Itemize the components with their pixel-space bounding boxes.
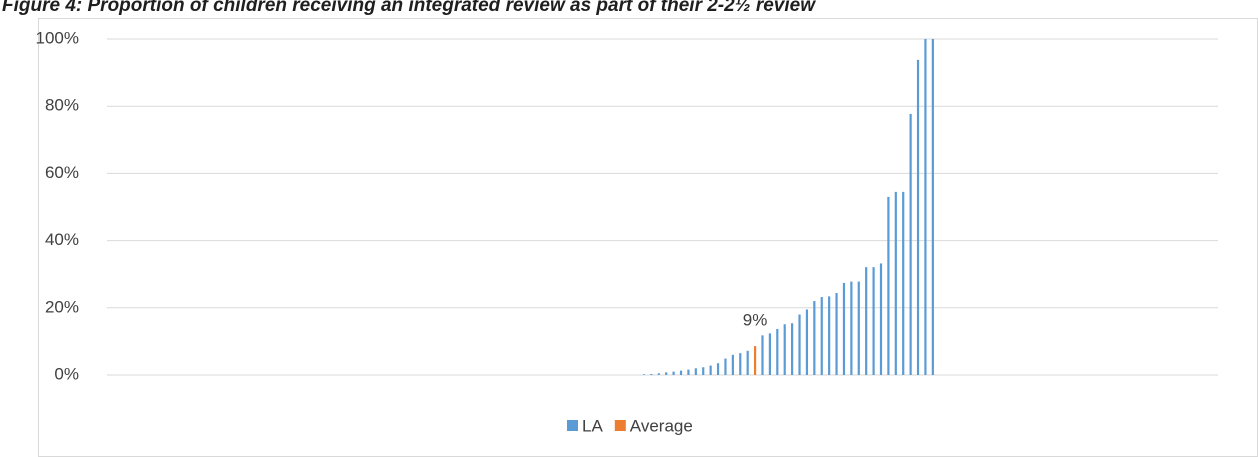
- legend-label: Average: [630, 416, 693, 435]
- bar: [872, 267, 875, 375]
- bar: [894, 191, 897, 375]
- bar: [783, 324, 786, 375]
- bar: [716, 363, 720, 375]
- bar: [776, 328, 779, 375]
- bar: [902, 191, 905, 375]
- y-tick-label: 20%: [45, 297, 79, 316]
- bar: [857, 281, 860, 375]
- bar: [753, 346, 757, 375]
- bar: [805, 309, 809, 375]
- bar: [672, 371, 675, 375]
- bar: [694, 368, 697, 375]
- y-tick-label: 40%: [45, 230, 79, 249]
- bar: [709, 365, 712, 375]
- bar: [887, 196, 890, 375]
- legend-swatch: [614, 420, 626, 431]
- bar: [865, 267, 868, 375]
- data-label: 9%: [743, 311, 768, 330]
- chart-title: Figure 4: Proportion of children receivi…: [2, 0, 816, 16]
- bar: [931, 39, 934, 375]
- bar: [739, 353, 742, 375]
- legend-swatch: [567, 420, 578, 431]
- y-tick-label: 80%: [45, 96, 79, 115]
- bar: [679, 370, 683, 375]
- bar: [642, 374, 646, 375]
- bar: [761, 335, 764, 375]
- bar: [687, 369, 690, 375]
- bar: [657, 373, 660, 375]
- bar: [768, 333, 771, 375]
- y-tick-label: 100%: [36, 28, 79, 47]
- bar: [791, 323, 794, 375]
- bar: [924, 39, 927, 375]
- bar: [879, 263, 883, 375]
- y-tick-label: 0%: [54, 364, 79, 383]
- bar: [665, 372, 668, 375]
- bar: [650, 373, 653, 375]
- y-tick-label: 60%: [45, 163, 79, 182]
- bar: [842, 282, 846, 375]
- bar: [724, 358, 727, 375]
- bar: [909, 113, 912, 375]
- bar: [746, 350, 749, 375]
- bar: [702, 367, 705, 375]
- bar: [850, 281, 853, 375]
- chart-border: [38, 18, 1258, 457]
- bar: [916, 59, 920, 375]
- bar: [813, 301, 816, 375]
- bar: [798, 314, 801, 375]
- bar: [820, 297, 823, 375]
- legend-label: LA: [582, 416, 603, 435]
- bar: [835, 293, 838, 375]
- bar: [731, 354, 734, 375]
- bar: [828, 296, 831, 375]
